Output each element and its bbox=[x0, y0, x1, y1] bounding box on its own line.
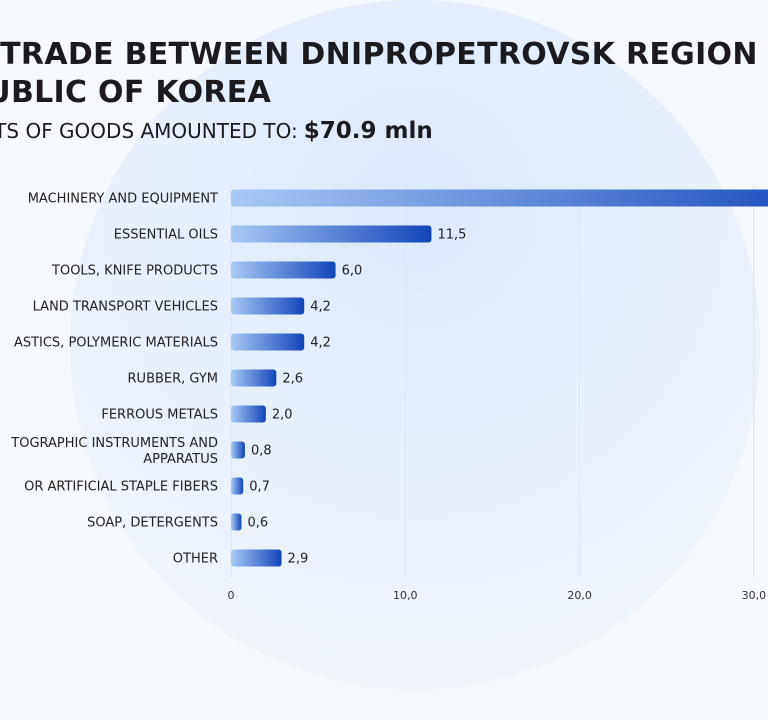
x-tick-label: 30,0 bbox=[742, 589, 767, 602]
x-tick-label: 20,0 bbox=[567, 589, 592, 602]
bar bbox=[231, 513, 242, 531]
data-label: 4,2 bbox=[310, 300, 331, 315]
category-label: TOOLS, KNIFE PRODUCTS bbox=[51, 264, 218, 279]
category-label: SOAP, DETERGENTS bbox=[87, 516, 218, 531]
background-circle bbox=[70, 0, 760, 690]
subtitle-amount: $70.9 mln bbox=[303, 118, 433, 144]
data-label: 0,7 bbox=[249, 480, 270, 495]
data-label: 0,6 bbox=[247, 516, 268, 531]
data-label: 2,6 bbox=[282, 372, 303, 387]
bar bbox=[231, 261, 336, 279]
data-label: 11,5 bbox=[437, 228, 466, 243]
data-label: 6,0 bbox=[342, 264, 363, 279]
bar bbox=[231, 549, 282, 567]
data-label: 2,9 bbox=[288, 552, 309, 567]
chart-title: N TRADE BETWEEN DNIPROPETROVSK REGION PU… bbox=[0, 36, 768, 112]
title-line-1: N TRADE BETWEEN DNIPROPETROVSK REGION bbox=[0, 37, 758, 72]
category-label: TOGRAPHIC INSTRUMENTS AND bbox=[10, 436, 218, 451]
bar bbox=[231, 477, 244, 495]
title-line-2: PUBLIC OF KOREA bbox=[0, 75, 272, 110]
category-label: FERROUS METALS bbox=[101, 408, 218, 423]
category-label: OTHER bbox=[173, 552, 218, 567]
bar bbox=[231, 333, 305, 351]
subtitle-text: ORTS OF GOODS AMOUNTED TO: bbox=[0, 119, 298, 143]
category-label: APPARATUS bbox=[143, 452, 218, 467]
category-label: ESSENTIAL OILS bbox=[114, 228, 218, 243]
category-label: OR ARTIFICIAL STAPLE FIBERS bbox=[24, 480, 218, 495]
bar bbox=[231, 369, 277, 387]
category-label: ASTICS, POLYMERIC MATERIALS bbox=[14, 336, 218, 351]
bar bbox=[231, 441, 245, 459]
category-label: RUBBER, GYM bbox=[128, 372, 218, 387]
category-label: MACHINERY AND EQUIPMENT bbox=[28, 192, 218, 207]
labels: 0 10,0 20,0 30,0 MACHINERY AND EQUIPMENT ESSE… bbox=[10, 192, 766, 603]
bar bbox=[231, 189, 768, 207]
data-label: 4,2 bbox=[310, 336, 331, 351]
data-label: 0,8 bbox=[251, 444, 272, 459]
chart-subtitle: ORTS OF GOODS AMOUNTED TO:$70.9 mln bbox=[0, 118, 433, 144]
bars bbox=[231, 189, 768, 567]
bar bbox=[231, 297, 305, 315]
category-label: LAND TRANSPORT VEHICLES bbox=[33, 300, 218, 315]
bar bbox=[231, 405, 266, 423]
bar bbox=[231, 225, 432, 243]
x-tick-label: 0 bbox=[228, 589, 235, 602]
grid-lines bbox=[230, 185, 755, 578]
data-label: 2,0 bbox=[272, 408, 293, 423]
x-tick-label: 10,0 bbox=[393, 589, 418, 602]
